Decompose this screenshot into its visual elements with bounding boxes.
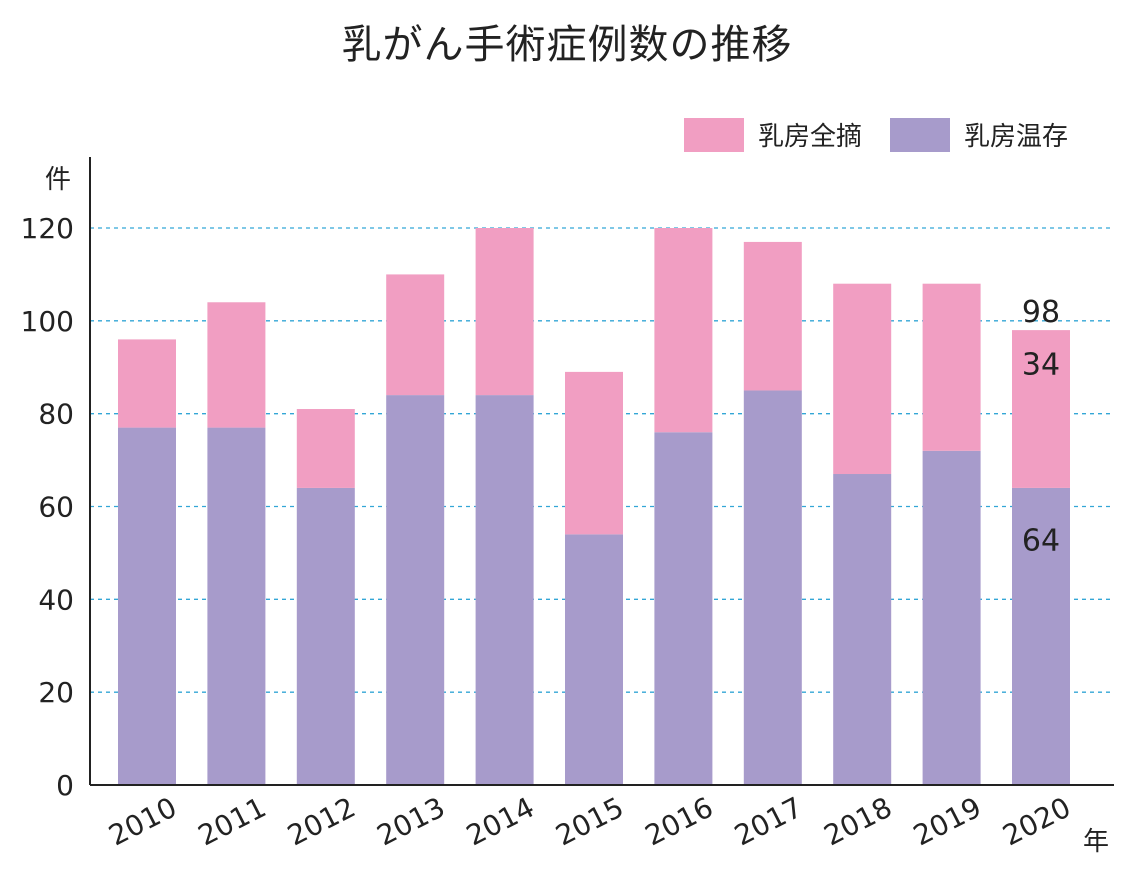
bar-conserving bbox=[1012, 487, 1070, 785]
y-tick-label: 40 bbox=[38, 583, 74, 616]
bar-conserving bbox=[118, 427, 176, 785]
x-tick-label: 2018 bbox=[819, 791, 897, 853]
legend: 乳房全摘 乳房温存 bbox=[684, 116, 1096, 153]
x-tick-label: 2014 bbox=[461, 791, 539, 853]
bar-mastectomy bbox=[207, 302, 266, 428]
bar-mastectomy bbox=[654, 228, 713, 433]
bar-conserving bbox=[386, 395, 445, 785]
x-tick-label: 2012 bbox=[282, 791, 360, 853]
chart-title: 乳がん手術症例数の推移 bbox=[341, 22, 793, 68]
x-tick-label: 2019 bbox=[908, 791, 986, 853]
bar-mastectomy bbox=[475, 228, 534, 396]
bar-mastectomy bbox=[386, 274, 445, 396]
y-tick-label: 60 bbox=[38, 491, 74, 524]
bar-conserving bbox=[922, 450, 981, 785]
x-tick-label: 2011 bbox=[193, 791, 271, 853]
bar-conserving bbox=[654, 432, 713, 785]
legend-swatch-mastectomy bbox=[684, 117, 744, 152]
bar-mastectomy bbox=[743, 241, 802, 391]
y-tick-label: 120 bbox=[21, 212, 74, 245]
bar-mastectomy bbox=[296, 409, 355, 488]
x-axis-unit: 年 bbox=[1083, 827, 1109, 857]
bar-conserving bbox=[207, 427, 266, 785]
x-tick-label: 2020 bbox=[997, 791, 1075, 853]
bar-conserving bbox=[565, 534, 623, 785]
bar-mastectomy bbox=[118, 339, 176, 428]
annotation-top-segment: 34 bbox=[1022, 347, 1060, 382]
legend-item-conserving: 乳房温存 bbox=[890, 116, 1068, 153]
bar-conserving bbox=[296, 487, 355, 785]
x-tick-label: 2015 bbox=[550, 791, 628, 853]
legend-label-conserving: 乳房温存 bbox=[964, 122, 1069, 152]
bar-mastectomy bbox=[565, 371, 623, 535]
y-axis-unit: 件 bbox=[45, 165, 71, 195]
bar-mastectomy bbox=[1012, 330, 1070, 488]
axes bbox=[89, 157, 1114, 786]
y-tick-label: 80 bbox=[38, 398, 74, 431]
legend-swatch-conserving bbox=[890, 117, 951, 152]
bars bbox=[118, 228, 1070, 785]
bar-mastectomy bbox=[833, 283, 892, 475]
y-tick-label: 0 bbox=[56, 769, 74, 802]
bar-conserving bbox=[833, 474, 892, 785]
legend-label-mastectomy: 乳房全摘 bbox=[758, 122, 863, 152]
annotation-total: 98 bbox=[1022, 295, 1060, 330]
x-tick-label: 2010 bbox=[103, 791, 181, 853]
annotation-bottom-segment: 64 bbox=[1022, 523, 1060, 558]
bar-conserving bbox=[743, 390, 802, 785]
x-tick-label: 2016 bbox=[640, 791, 718, 853]
y-tick-label: 100 bbox=[21, 305, 74, 338]
x-tick-label: 2013 bbox=[372, 791, 450, 853]
bar-conserving bbox=[475, 395, 534, 785]
legend-item-mastectomy: 乳房全摘 bbox=[684, 116, 862, 153]
y-tick-label: 20 bbox=[38, 676, 74, 709]
bar-mastectomy bbox=[922, 283, 981, 451]
x-tick-label: 2017 bbox=[729, 791, 807, 853]
